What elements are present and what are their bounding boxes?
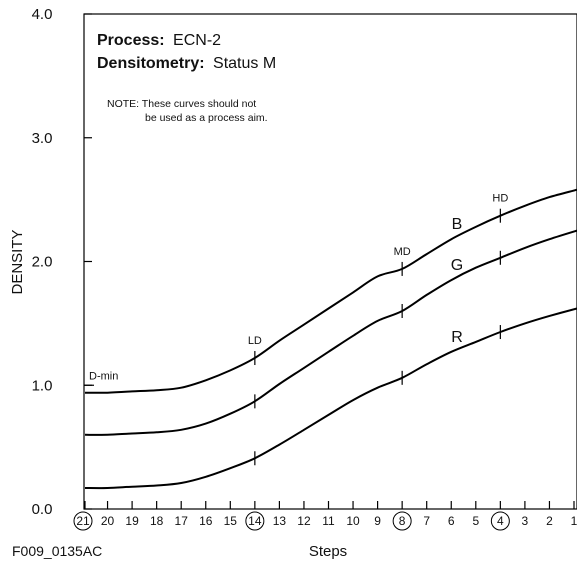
x-tick-label: 21 [76, 514, 90, 528]
plot-frame [83, 13, 577, 510]
series-label-r: R [451, 329, 463, 346]
step-circle-marker [392, 511, 412, 531]
series-line-r [84, 307, 577, 490]
y-tick-label: 1.0 [32, 377, 53, 394]
x-tick-label: 11 [322, 514, 335, 528]
x-tick-label: 5 [472, 514, 479, 528]
series-label-g: G [451, 257, 463, 274]
point-label-hd: HD [492, 193, 508, 205]
x-axis-title: Steps [309, 543, 347, 560]
x-tick-label: 19 [125, 514, 139, 528]
densitometry-label: Densitometry: [97, 55, 205, 72]
x-tick-label: 20 [101, 514, 115, 528]
y-tick-label: 4.0 [32, 6, 53, 23]
x-tick-label: 2 [546, 514, 553, 528]
y-axis-title: DENSITY [9, 229, 26, 294]
densitometry-value: Status M [213, 55, 276, 72]
x-tick-label: 14 [248, 514, 262, 528]
x-tick-label: 7 [423, 514, 430, 528]
note-line-2: be used as a process aim. [145, 112, 268, 124]
x-tick-label: 9 [374, 514, 381, 528]
x-tick-label: 10 [346, 514, 360, 528]
process-label: Process: [97, 32, 165, 49]
x-tick-label: 15 [224, 514, 238, 528]
series-line-g [84, 229, 577, 436]
step-circle-marker [73, 511, 93, 531]
figure-id: F009_0135AC [12, 543, 102, 559]
x-tick-label: 3 [522, 514, 529, 528]
x-tick-label: 1 [571, 514, 577, 528]
process-annotation: Process: ECN-2 [97, 32, 221, 49]
series-layer [84, 188, 577, 490]
x-tick-label: 4 [497, 514, 504, 528]
point-label-md: MD [394, 246, 411, 258]
series-line-b [84, 188, 577, 394]
y-tick-label: 0.0 [32, 501, 53, 518]
point-label-ld: LD [248, 335, 262, 347]
x-tick-label: 13 [273, 514, 287, 528]
dmin-label: D-min [89, 370, 118, 382]
series-label-b: B [452, 216, 463, 233]
step-circle-marker [245, 511, 265, 531]
densitometry-annotation: Densitometry: Status M [97, 55, 276, 72]
x-tick-label: 18 [150, 514, 164, 528]
x-tick-label: 17 [175, 514, 189, 528]
note-line-1: NOTE: These curves should not [107, 98, 256, 110]
y-tick-label: 2.0 [32, 254, 53, 271]
y-axis-ticks: 0.0 1.0 2.0 3.0 4.0 [32, 6, 92, 518]
y-tick-label: 3.0 [32, 130, 53, 147]
x-tick-label: 16 [199, 514, 213, 528]
step-circle-marker [490, 511, 510, 531]
marker-layer: B G R LD MD HD D-min [84, 193, 508, 466]
x-tick-label: 6 [448, 514, 455, 528]
x-tick-label: 12 [297, 514, 311, 528]
process-value: ECN-2 [173, 32, 221, 49]
x-axis-ticks: 21 20 19 18 17 16 15 14 13 12 11 10 9 8 7 6 5 4 3 2 1 [73, 501, 577, 531]
x-tick-label: 8 [399, 514, 406, 528]
